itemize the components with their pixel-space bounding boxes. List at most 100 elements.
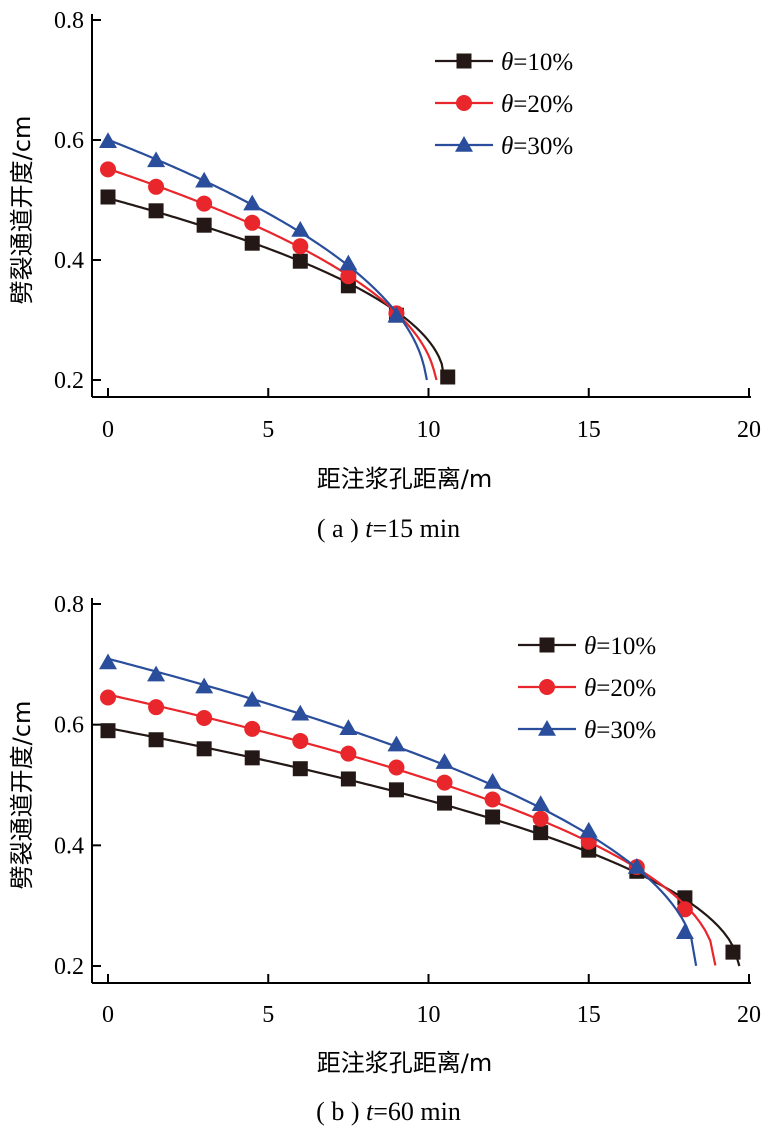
- data-point-square: [292, 761, 308, 777]
- x-tick-label: 15: [577, 417, 601, 443]
- x-tick-label: 0: [102, 417, 114, 443]
- data-point-circle: [340, 268, 357, 285]
- legend-label: θ=20%: [584, 675, 656, 702]
- data-point-triangle: [675, 923, 694, 939]
- data-point-triangle: [339, 719, 358, 736]
- data-point-triangle: [147, 151, 166, 168]
- data-point-square: [244, 750, 260, 766]
- x-axis-label: 距注浆孔距离/m: [317, 465, 492, 493]
- data-point-triangle: [99, 132, 117, 148]
- chart-caption: ( b ) t=60 min: [316, 1097, 461, 1126]
- y-tick-label: 0.6: [54, 128, 84, 154]
- legend-label: θ=20%: [501, 91, 573, 118]
- data-point-triangle: [195, 677, 214, 694]
- y-tick-label: 0.8: [54, 8, 84, 34]
- x-tick-label: 10: [417, 1002, 441, 1028]
- legend-label: θ=10%: [501, 49, 573, 76]
- data-point-triangle: [387, 735, 406, 752]
- data-point-square: [340, 771, 356, 787]
- x-axis-label: 距注浆孔距离/m: [317, 1049, 492, 1077]
- legend: θ=10% θ=20% θ=30%: [518, 633, 656, 744]
- data-point-square: [196, 217, 212, 233]
- data-point-circle: [244, 214, 261, 231]
- y-tick-label: 0.2: [54, 368, 84, 394]
- data-point-triangle: [147, 665, 166, 682]
- data-point-triangle: [627, 858, 646, 874]
- data-point-triangle: [531, 795, 550, 812]
- data-point-square: [485, 809, 501, 825]
- data-point-triangle: [435, 753, 454, 769]
- data-point-square: [244, 235, 260, 251]
- data-point-square: [100, 189, 116, 205]
- data-point-circle: [340, 745, 357, 762]
- legend-marker-square: [539, 637, 555, 653]
- x-tick-label: 0: [102, 1002, 114, 1028]
- x-tick-label: 5: [262, 1002, 274, 1028]
- data-point-circle: [436, 774, 453, 791]
- data-point-triangle: [579, 821, 598, 838]
- y-axis-label: 劈裂通道开度/cm: [8, 116, 36, 305]
- legend-marker-square: [456, 53, 472, 69]
- x-tick-label: 10: [417, 417, 441, 443]
- data-point-circle: [196, 195, 213, 212]
- data-point-square: [437, 795, 453, 811]
- data-point-triangle: [291, 704, 310, 721]
- data-point-triangle: [339, 254, 358, 271]
- legend: θ=10% θ=20% θ=30%: [435, 49, 573, 160]
- chart-caption: ( a ) t=15 min: [317, 514, 460, 543]
- series-line-2: [107, 167, 438, 381]
- data-point-triangle: [243, 690, 262, 707]
- chart-panel-a: 0 5 10 15 20 0.2 0.4 0.6 0.8 距注浆孔距离/m 劈裂通道开度/cm θ=1…: [8, 8, 761, 543]
- x-tick-label: 20: [737, 417, 761, 443]
- y-tick-label: 0.8: [54, 592, 84, 618]
- data-point-circle: [100, 689, 116, 706]
- data-point-triangle: [243, 194, 262, 211]
- data-point-square: [388, 782, 404, 798]
- y-tick-label: 0.2: [54, 954, 84, 980]
- y-tick-label: 0.4: [54, 248, 84, 274]
- data-point-triangle: [483, 772, 502, 789]
- data-point-circle: [292, 732, 309, 749]
- data-point-circle: [292, 238, 309, 255]
- data-point-square: [725, 944, 741, 960]
- data-point-circle: [676, 901, 693, 918]
- legend-marker-circle: [539, 679, 555, 695]
- data-point-triangle: [195, 171, 214, 188]
- legend-label: θ=30%: [584, 717, 656, 744]
- data-point-circle: [244, 720, 261, 737]
- series-line-3: [107, 138, 428, 381]
- series-line-1: [107, 197, 446, 381]
- chart-panel-b: 0 5 10 15 20 0.2 0.4 0.6 0.8 距注浆孔距离/m 劈裂通道开度/cm θ=1…: [8, 592, 761, 1126]
- data-point-circle: [484, 791, 501, 808]
- y-tick-label: 0.6: [54, 713, 84, 739]
- data-point-triangle: [291, 221, 310, 237]
- legend-marker-triangle: [538, 720, 556, 736]
- legend-marker-circle: [456, 95, 472, 111]
- data-point-square: [533, 825, 549, 841]
- data-point-square: [440, 369, 456, 385]
- data-point-square: [148, 203, 164, 219]
- x-tick-label: 15: [577, 1002, 601, 1028]
- legend-label: θ=10%: [584, 633, 656, 660]
- y-tick-label: 0.4: [54, 833, 84, 859]
- data-point-circle: [100, 161, 116, 178]
- x-tick-label: 20: [737, 1002, 761, 1028]
- data-point-circle: [532, 810, 549, 827]
- legend-label: θ=30%: [501, 133, 573, 160]
- data-point-square: [292, 253, 308, 269]
- legend-marker-triangle: [455, 136, 473, 152]
- data-point-triangle: [99, 653, 117, 670]
- data-point-square: [100, 723, 116, 739]
- data-point-square: [148, 732, 164, 748]
- data-point-triangle: [387, 306, 406, 323]
- data-point-circle: [388, 759, 405, 776]
- x-tick-label: 5: [262, 417, 274, 443]
- data-point-circle: [148, 699, 165, 716]
- data-point-circle: [196, 710, 213, 727]
- y-axis-label: 劈裂通道开度/cm: [8, 701, 36, 890]
- series-line-3: [107, 657, 698, 966]
- data-point-square: [196, 741, 212, 757]
- data-point-circle: [148, 178, 165, 195]
- series-line-1: [107, 726, 741, 967]
